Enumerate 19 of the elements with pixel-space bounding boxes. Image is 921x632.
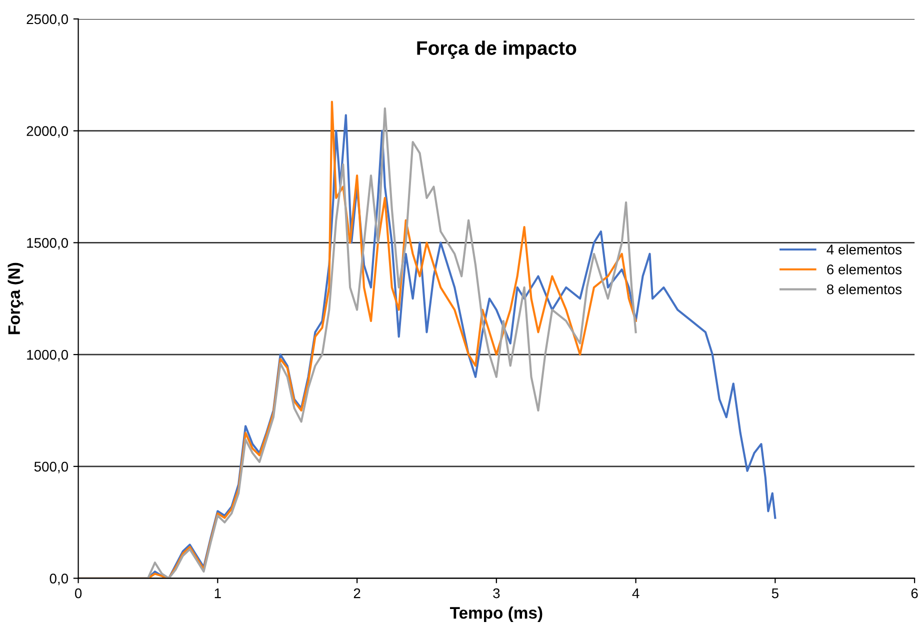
- x-tick-label: 3: [493, 588, 500, 598]
- legend-label: 4 elementos: [826, 244, 902, 254]
- x-tick-label: 0: [74, 588, 82, 598]
- x-tick-label: 5: [772, 588, 778, 598]
- x-tick-label: 2: [354, 588, 360, 598]
- y-tick-label: 1000,0: [27, 350, 68, 362]
- y-axis-title: Força (N): [8, 262, 24, 334]
- y-tick-label: 1500,0: [27, 238, 68, 250]
- y-tick-label: 2000,0: [26, 126, 68, 138]
- legend-label: 6 elementos: [827, 264, 902, 274]
- legend-label: 8 elementos: [827, 284, 902, 294]
- x-tick-label: 1: [214, 588, 221, 598]
- text: Força de impacto: [417, 40, 576, 59]
- x-tick-label: 6: [911, 588, 918, 598]
- y-tick-label: 0,0: [50, 574, 68, 586]
- x-tick-label: 4: [632, 588, 640, 598]
- x-axis-title: Tempo (ms): [450, 606, 542, 622]
- y-tick-label: 500,0: [34, 462, 68, 474]
- y-tick-label: 2500,0: [26, 14, 68, 26]
